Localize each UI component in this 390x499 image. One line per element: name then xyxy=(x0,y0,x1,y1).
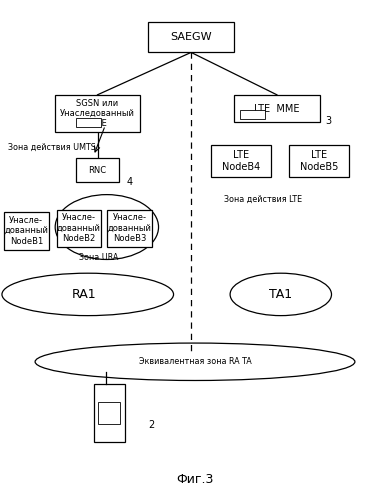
Text: Зона действия UMTS: Зона действия UMTS xyxy=(8,143,96,152)
FancyBboxPatch shape xyxy=(57,210,101,247)
Text: Фиг.3: Фиг.3 xyxy=(176,473,214,486)
Text: LTE
NodeB4: LTE NodeB4 xyxy=(222,150,260,172)
FancyBboxPatch shape xyxy=(98,402,120,424)
Text: RA1: RA1 xyxy=(71,288,96,301)
FancyBboxPatch shape xyxy=(76,158,119,182)
Text: Зона URA: Зона URA xyxy=(79,253,118,262)
Text: LTE  MME: LTE MME xyxy=(254,103,300,114)
Text: Унасле-
дованный
NodeB1: Унасле- дованный NodeB1 xyxy=(4,216,48,246)
Text: SAEGW: SAEGW xyxy=(170,32,212,42)
FancyBboxPatch shape xyxy=(94,384,125,442)
Text: Унасле-
дованный
NodeB2: Унасле- дованный NodeB2 xyxy=(57,214,101,243)
FancyBboxPatch shape xyxy=(107,210,152,247)
FancyBboxPatch shape xyxy=(76,118,101,127)
Text: 4: 4 xyxy=(127,177,133,187)
Text: LTE
NodeB5: LTE NodeB5 xyxy=(300,150,338,172)
FancyBboxPatch shape xyxy=(4,212,49,250)
Text: Эквивалентная зона RA TA: Эквивалентная зона RA TA xyxy=(138,357,252,366)
FancyBboxPatch shape xyxy=(211,145,271,177)
Text: SGSN или
Унаследованный
MME: SGSN или Унаследованный MME xyxy=(60,99,135,128)
FancyBboxPatch shape xyxy=(148,22,234,52)
FancyBboxPatch shape xyxy=(55,95,140,132)
Text: TA1: TA1 xyxy=(269,288,292,301)
Text: 3: 3 xyxy=(326,116,332,126)
FancyBboxPatch shape xyxy=(289,145,349,177)
Text: Унасле-
дованный
NodeB3: Унасле- дованный NodeB3 xyxy=(108,214,152,243)
Text: Зона действия LTE: Зона действия LTE xyxy=(224,195,302,204)
Text: 2: 2 xyxy=(148,420,154,430)
Text: RNC: RNC xyxy=(89,166,106,175)
FancyBboxPatch shape xyxy=(240,110,265,119)
FancyBboxPatch shape xyxy=(234,95,320,122)
